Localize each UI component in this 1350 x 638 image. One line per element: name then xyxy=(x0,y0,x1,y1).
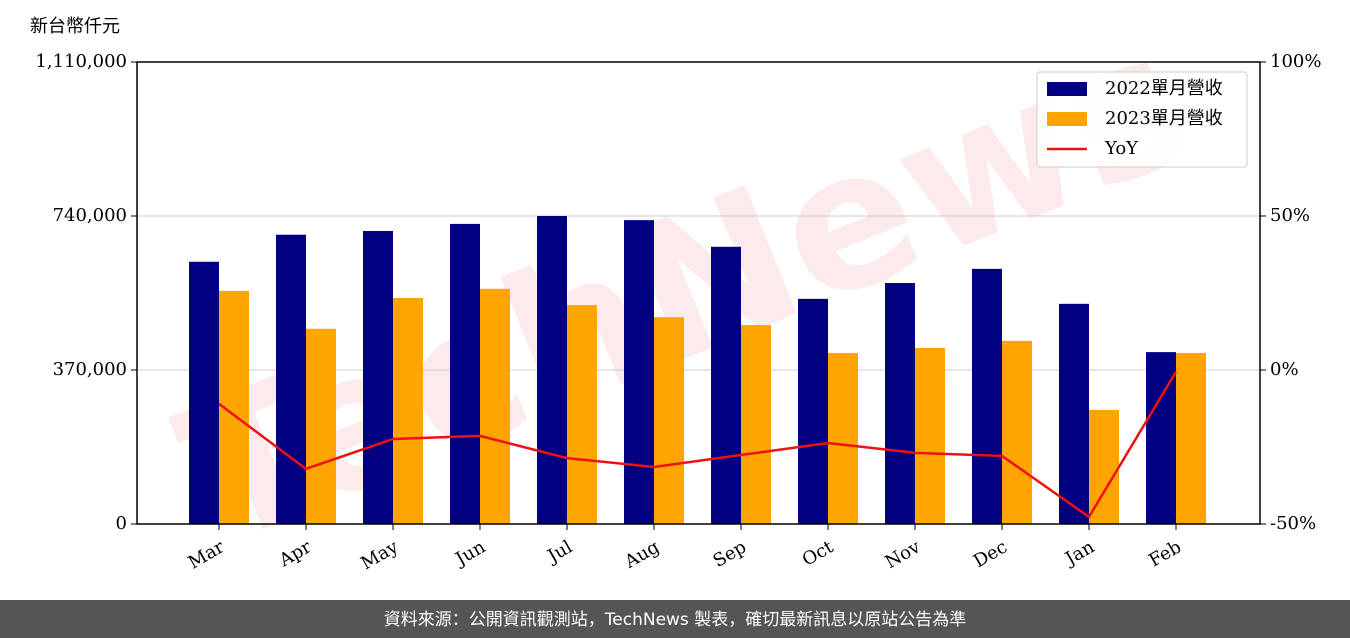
bar xyxy=(537,216,567,524)
bar xyxy=(189,261,219,524)
x-tick-label: Nov xyxy=(882,536,925,573)
bar xyxy=(972,268,1002,524)
y-tick-label: 740,000 xyxy=(53,205,127,226)
legend-label: YoY xyxy=(1104,138,1139,159)
bar xyxy=(306,328,336,524)
bar xyxy=(711,246,741,525)
x-tick-label: May xyxy=(357,536,402,574)
legend-label: 2022單月營收 xyxy=(1105,78,1223,99)
legend-box xyxy=(1036,71,1248,168)
x-tick-label: Jan xyxy=(1060,536,1098,570)
bar xyxy=(915,347,945,524)
bar xyxy=(1089,409,1119,524)
yoy-line xyxy=(218,371,1178,519)
y2-tick-label: 100% xyxy=(1270,51,1321,72)
footer-band xyxy=(0,600,1350,638)
x-tick-label: Jun xyxy=(450,536,489,571)
y-tick-label: 0 xyxy=(116,513,127,534)
x-tick-label: Sep xyxy=(710,536,750,571)
x-tick-label: Dec xyxy=(970,536,1011,572)
bar xyxy=(1002,340,1032,524)
x-tick-label: Oct xyxy=(799,536,838,571)
bar xyxy=(450,223,480,524)
bar xyxy=(741,325,771,524)
legend-label: 2023單月營收 xyxy=(1105,108,1223,129)
bar xyxy=(654,317,684,524)
y-tick-label: 370,000 xyxy=(53,359,127,380)
x-tick-label: Feb xyxy=(1145,536,1185,571)
bar xyxy=(1059,303,1089,524)
bar xyxy=(363,230,393,525)
bar xyxy=(567,305,597,524)
plot-frame xyxy=(136,61,1261,525)
y2-tick-label: -50% xyxy=(1270,513,1316,534)
bar xyxy=(276,234,306,524)
legend-swatch xyxy=(1047,82,1087,96)
bar xyxy=(393,297,423,524)
y-axis-label: 新台幣仟元 xyxy=(30,16,120,37)
bar xyxy=(798,298,828,524)
y2-tick-label: 0% xyxy=(1270,359,1299,380)
bar xyxy=(1176,352,1206,524)
x-tick-label: Aug xyxy=(620,536,663,573)
bar xyxy=(885,283,915,524)
bar xyxy=(480,288,510,524)
x-tick-label: Jul xyxy=(542,536,576,568)
legend-swatch xyxy=(1047,112,1087,126)
bar xyxy=(828,352,858,524)
bar xyxy=(624,220,654,524)
source-note: 資料來源：公開資訊觀測站，TechNews 製表，確切最新訊息以原站公告為準 xyxy=(384,610,966,630)
y2-tick-label: 50% xyxy=(1270,205,1310,226)
y-tick-label: 1,110,000 xyxy=(35,51,127,72)
